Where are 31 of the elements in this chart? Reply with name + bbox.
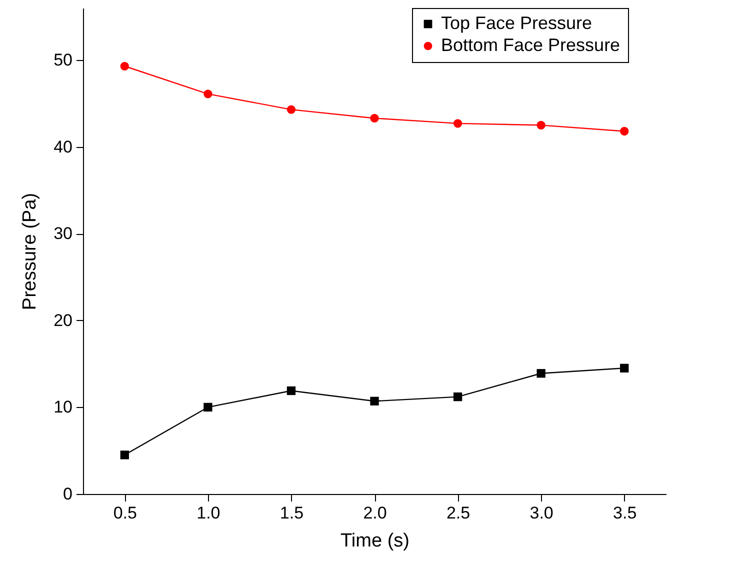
point	[620, 364, 629, 372]
y-tick-label: 40	[54, 137, 72, 156]
x-tick-label: 1.5	[280, 504, 304, 522]
point	[370, 114, 379, 123]
y-tick-label: 30	[54, 224, 72, 244]
y-tick-label: 0	[63, 484, 72, 504]
point	[120, 62, 129, 70]
point	[204, 402, 212, 412]
point	[286, 386, 296, 396]
y-tick-label: 10	[54, 398, 72, 417]
point	[120, 450, 129, 460]
point	[620, 126, 629, 136]
x-tick-label: 1.0	[196, 504, 220, 522]
y-tick-label: 50	[54, 50, 72, 70]
x-tick-label: 2.0	[363, 504, 387, 522]
point	[370, 396, 379, 406]
x-axis-title: Time (s)	[340, 530, 410, 552]
point	[286, 105, 296, 114]
point	[536, 120, 546, 130]
point	[453, 392, 462, 402]
x-tick-label: 0.5	[113, 504, 137, 522]
point	[204, 90, 212, 98]
legend-label: Bottom Face Pressure	[441, 35, 620, 55]
y-axis-title: Pressure (Pa)	[20, 192, 41, 310]
legend-label: Top Face Pressure	[441, 13, 592, 33]
point	[453, 119, 462, 128]
point	[536, 369, 546, 378]
x-tick-label: 2.5	[446, 504, 470, 522]
x-tick-label: 3.0	[530, 504, 554, 522]
x-tick-label: 3.5	[613, 504, 637, 522]
y-tick-label: 20	[54, 310, 72, 330]
